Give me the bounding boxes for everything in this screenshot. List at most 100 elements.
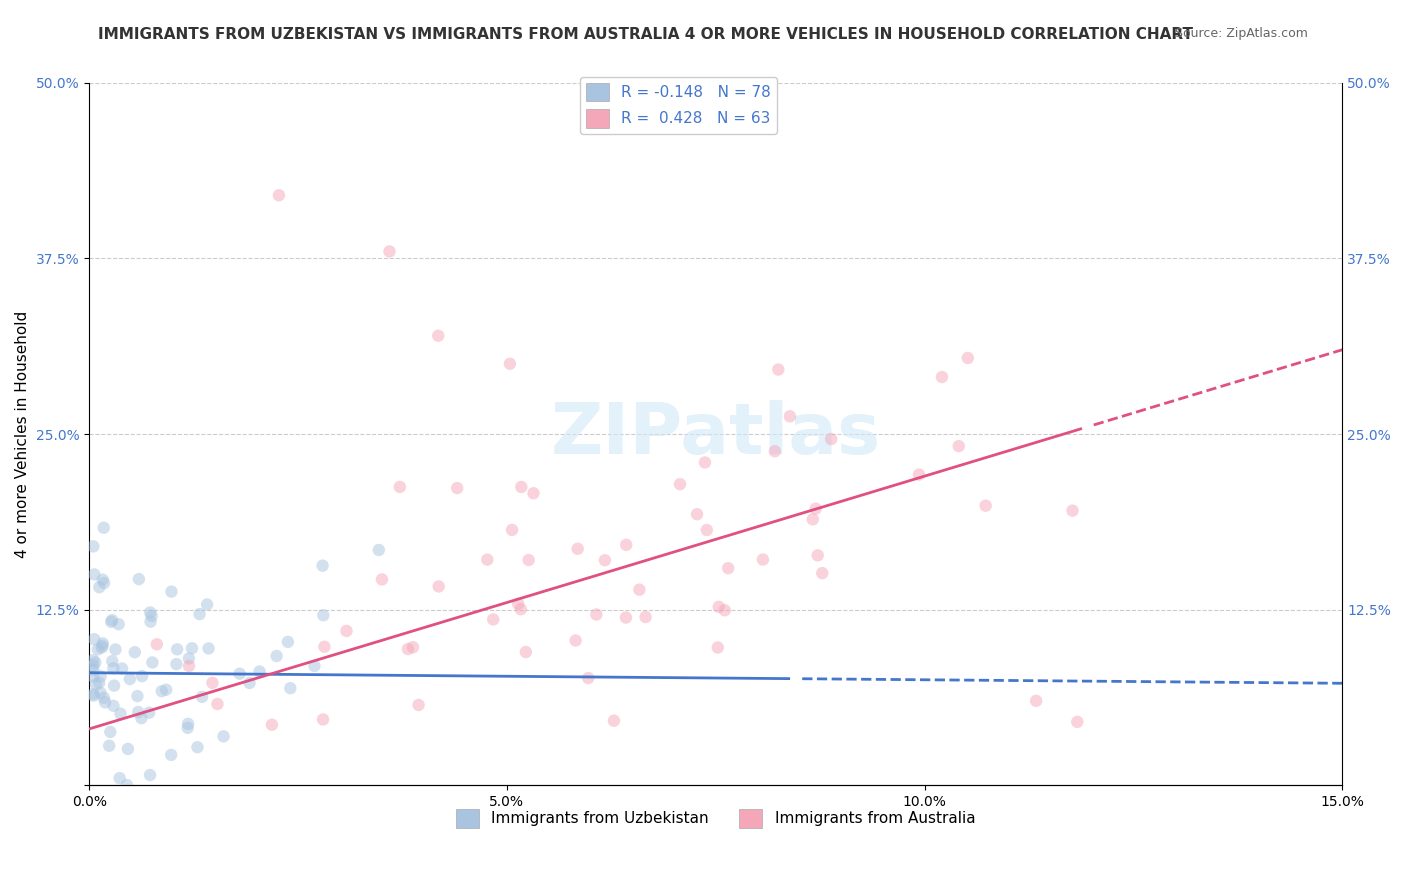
Point [312, 608, 335, 623]
Point [84, 677, 107, 691]
Point [693, 455, 716, 469]
Point [266, 648, 288, 663]
Point [160, 584, 183, 599]
Point [141, 608, 163, 623]
Point [501, 523, 523, 537]
Point [801, 512, 824, 526]
Point [139, 615, 162, 629]
Point [260, 717, 283, 731]
Point [84, 656, 107, 670]
Point [115, 778, 138, 792]
Point [212, 729, 235, 743]
Point [127, 705, 149, 719]
Point [239, 676, 262, 690]
Point [804, 501, 827, 516]
Point [177, 659, 200, 673]
Point [277, 635, 299, 649]
Point [367, 543, 389, 558]
Point [82, 540, 104, 554]
Point [707, 599, 730, 614]
Point [131, 711, 153, 725]
Point [402, 640, 425, 655]
Point [304, 659, 326, 673]
Point [567, 541, 589, 556]
Point [139, 606, 162, 620]
Point [89, 675, 111, 690]
Point [686, 508, 709, 522]
Point [91, 636, 114, 650]
Text: Source: ZipAtlas.com: Source: ZipAtlas.com [1174, 27, 1308, 40]
Point [101, 613, 124, 627]
Point [634, 610, 657, 624]
Point [82, 658, 104, 673]
Point [89, 686, 111, 700]
Point [585, 607, 607, 622]
Point [378, 244, 401, 259]
Point [181, 641, 204, 656]
Point [614, 538, 637, 552]
Y-axis label: 4 or more Vehicles in Household: 4 or more Vehicles in Household [15, 310, 30, 558]
Point [948, 439, 970, 453]
Point [111, 661, 134, 675]
Point [508, 597, 530, 611]
Point [83, 632, 105, 647]
Point [509, 602, 531, 616]
Point [155, 682, 177, 697]
Point [477, 552, 499, 566]
Point [108, 771, 131, 785]
Point [427, 328, 450, 343]
Point [522, 486, 544, 500]
Point [107, 617, 129, 632]
Point [267, 188, 290, 202]
Point [713, 603, 735, 617]
Point [201, 676, 224, 690]
Point [603, 714, 626, 728]
Point [110, 706, 132, 721]
Point [207, 697, 229, 711]
Point [93, 521, 115, 535]
Point [128, 572, 150, 586]
Point [82, 670, 104, 684]
Point [974, 499, 997, 513]
Point [177, 721, 200, 735]
Point [717, 561, 740, 575]
Point [779, 409, 801, 424]
Point [127, 689, 149, 703]
Point [98, 739, 121, 753]
Point [752, 552, 775, 566]
Point [564, 633, 586, 648]
Point [931, 370, 953, 384]
Point [191, 690, 214, 704]
Point [82, 687, 104, 701]
Point [228, 666, 250, 681]
Text: ZIPatlas: ZIPatlas [551, 400, 880, 468]
Point [388, 480, 411, 494]
Point [91, 573, 114, 587]
Point [146, 637, 169, 651]
Point [141, 656, 163, 670]
Point [510, 480, 533, 494]
Point [908, 467, 931, 482]
Point [100, 615, 122, 629]
Point [138, 706, 160, 720]
Point [335, 624, 357, 638]
Point [177, 651, 200, 665]
Point [515, 645, 537, 659]
Point [160, 747, 183, 762]
Point [177, 717, 200, 731]
Point [89, 580, 111, 594]
Point [93, 690, 115, 705]
Point [614, 610, 637, 624]
Point [82, 663, 104, 677]
Point [195, 598, 218, 612]
Point [98, 725, 121, 739]
Point [1025, 694, 1047, 708]
Point [576, 671, 599, 685]
Point [197, 641, 219, 656]
Point [669, 477, 692, 491]
Point [517, 553, 540, 567]
Legend: Immigrants from Uzbekistan, Immigrants from Australia: Immigrants from Uzbekistan, Immigrants f… [450, 803, 981, 834]
Point [89, 669, 111, 683]
Point [249, 665, 271, 679]
Point [186, 740, 208, 755]
